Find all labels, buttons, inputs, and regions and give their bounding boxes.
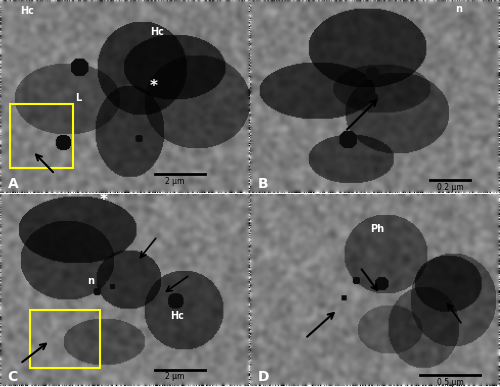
Bar: [10, 104, 72, 168]
Text: C: C: [8, 370, 18, 384]
Text: 0.2 μm: 0.2 μm: [436, 183, 464, 192]
Text: D: D: [258, 370, 269, 384]
Text: n: n: [88, 276, 94, 286]
Text: 2 μm: 2 μm: [166, 372, 184, 381]
Text: Hc: Hc: [20, 5, 34, 15]
Text: *: *: [100, 193, 108, 208]
Text: n: n: [455, 3, 462, 14]
Text: Hc: Hc: [170, 311, 184, 321]
Text: 2 μm: 2 μm: [166, 177, 184, 186]
Text: Ph: Ph: [370, 224, 384, 234]
Text: *: *: [150, 79, 158, 94]
Bar: [30, 310, 100, 368]
Text: 0.5 μm: 0.5 μm: [436, 378, 464, 387]
Text: B: B: [258, 177, 268, 191]
Text: L: L: [75, 92, 81, 103]
Text: Hc: Hc: [150, 27, 164, 37]
Text: A: A: [8, 177, 18, 191]
